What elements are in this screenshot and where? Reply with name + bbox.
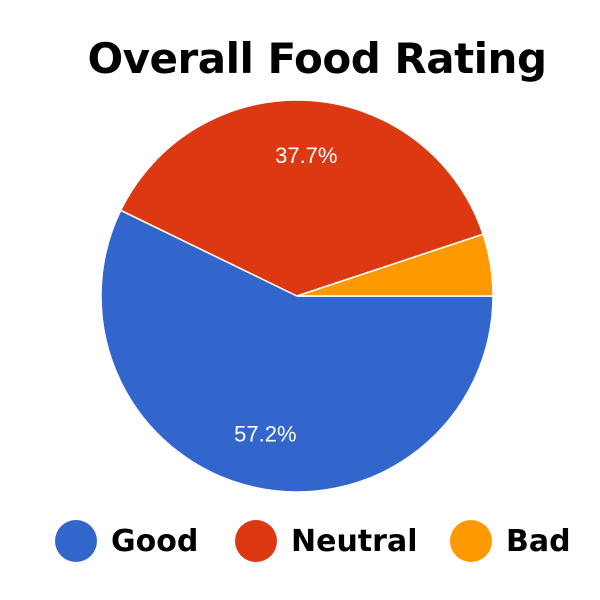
pie-slice-bad <box>296 233 494 297</box>
legend-item-bad: Bad <box>450 516 571 566</box>
legend-swatch-bad <box>450 520 492 562</box>
legend-swatch-good <box>55 520 97 562</box>
legend-label-neutral: Neutral <box>291 523 418 559</box>
legend-swatch-neutral <box>235 520 277 562</box>
legend-item-neutral: Neutral <box>235 516 417 566</box>
pie-label-good: 57.2% <box>234 422 296 447</box>
legend: Good Neutral Bad <box>0 516 600 566</box>
pie-slice-good <box>100 209 494 493</box>
legend-label-good: Good <box>111 523 199 559</box>
chart-title: Overall Food Rating <box>87 34 547 83</box>
legend-item-good: Good <box>55 516 198 566</box>
pie-slice-neutral <box>119 99 484 297</box>
legend-label-bad: Bad <box>506 523 571 559</box>
pie-label-neutral: 37.7% <box>275 143 337 168</box>
